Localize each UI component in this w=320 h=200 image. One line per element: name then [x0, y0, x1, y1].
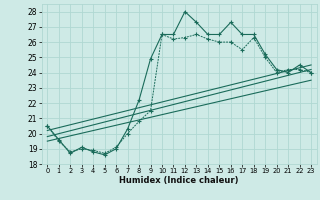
X-axis label: Humidex (Indice chaleur): Humidex (Indice chaleur) — [119, 176, 239, 185]
